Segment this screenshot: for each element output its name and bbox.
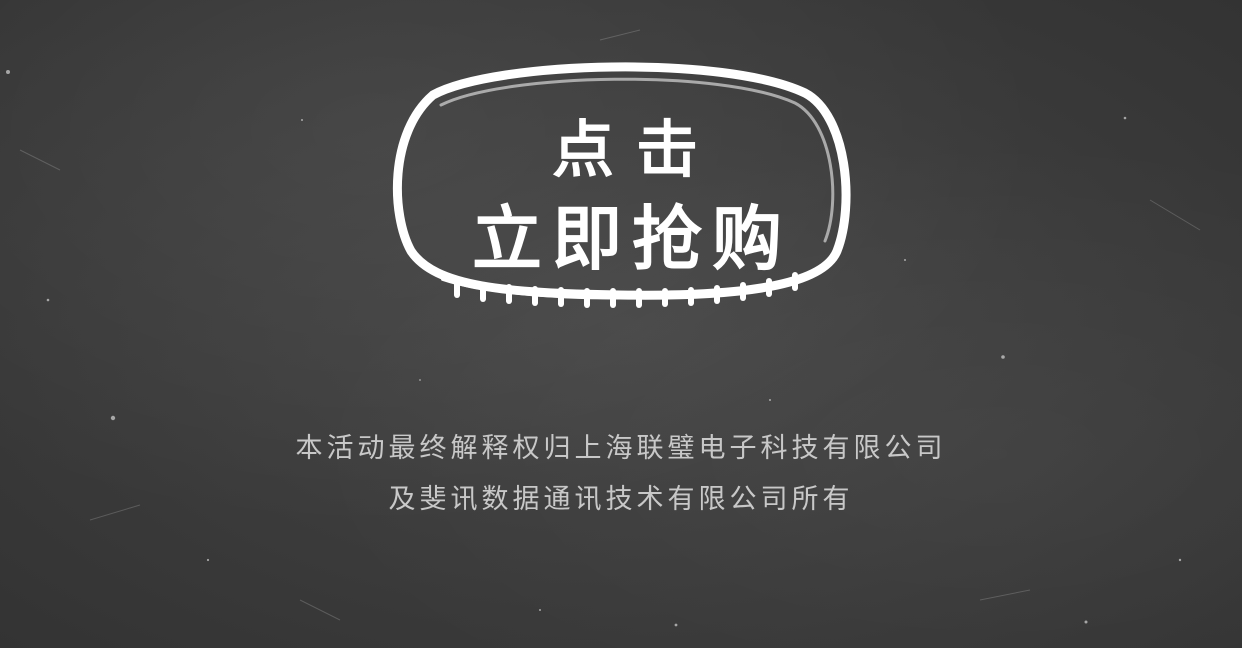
cta-line-click: 点击 [551,113,720,186]
cta-line-buy-now: 立即抢购 [472,197,792,280]
disclaimer-line-2: 及斐讯数据通讯技术有限公司所有 [388,484,854,515]
chalk-frame-icon [392,62,851,308]
disclaimer-line-1: 本活动最终解释权归上海联璧电子科技有限公司 [295,433,947,464]
buy-now-button[interactable]: 点击 立即抢购 [385,55,855,315]
